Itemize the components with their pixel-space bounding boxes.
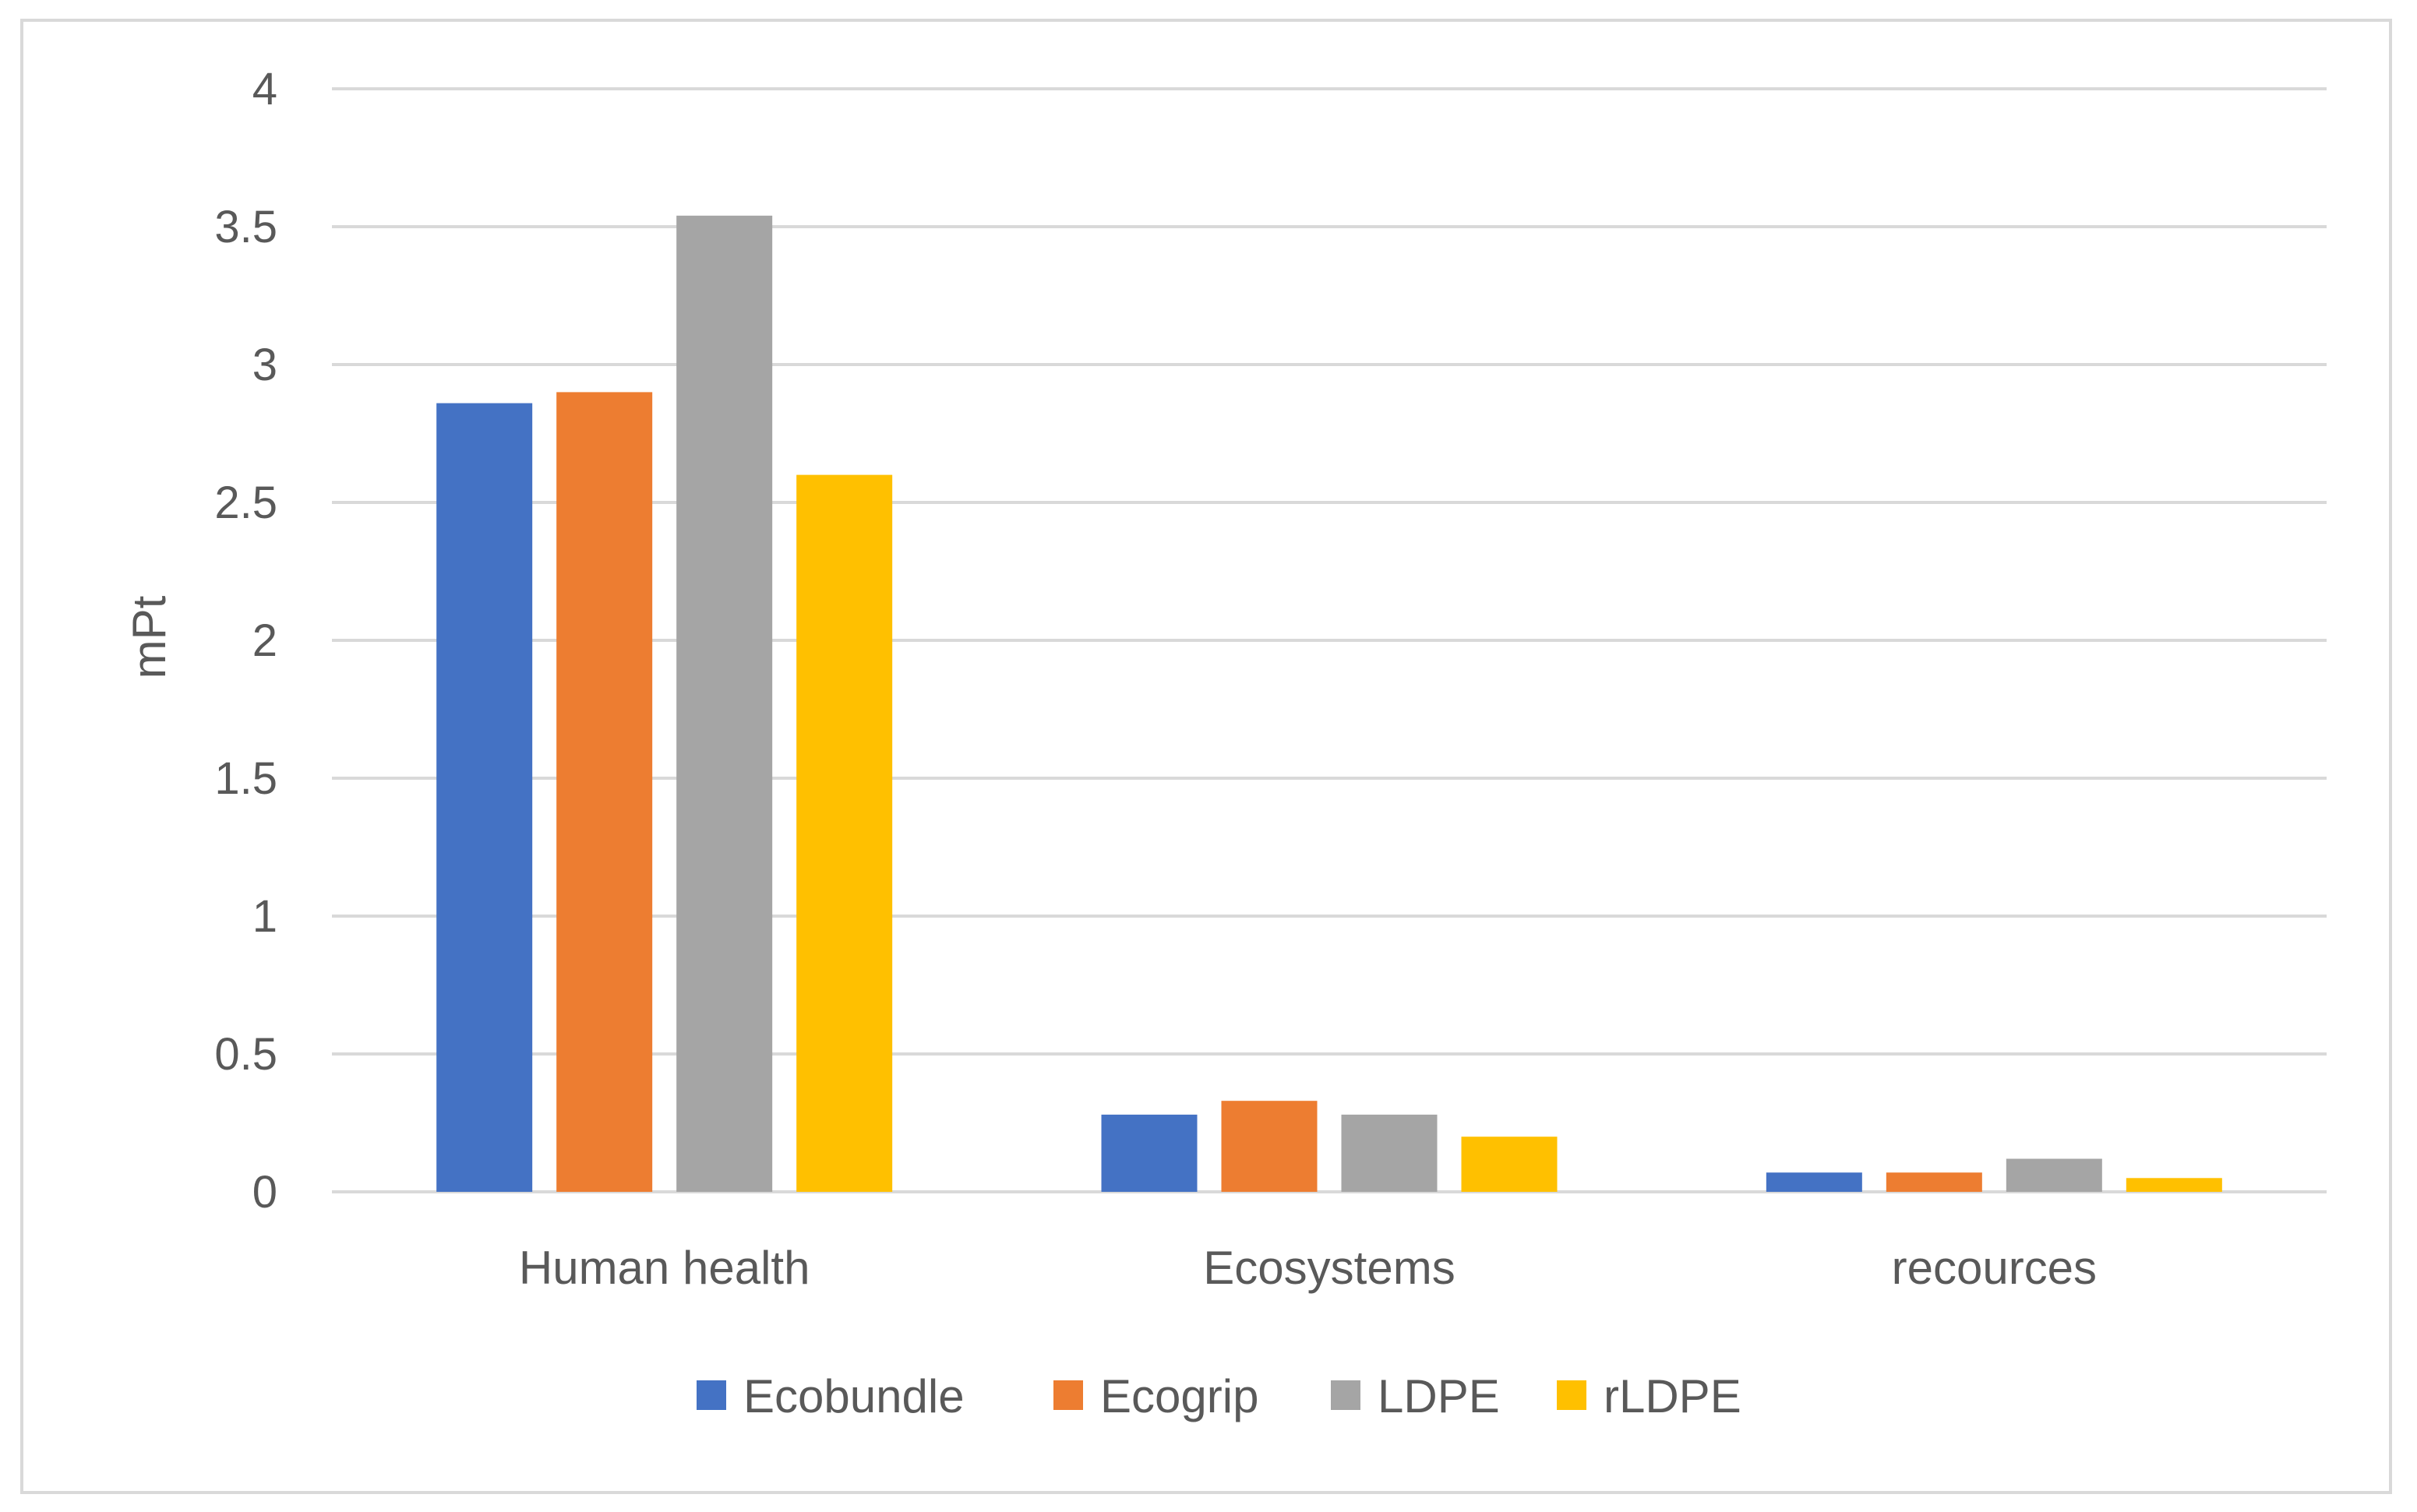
chart-frame bbox=[20, 19, 2392, 1494]
y-axis-title: mPt bbox=[123, 595, 175, 678]
gridlines bbox=[332, 87, 2327, 1193]
bar-ldpe-0 bbox=[676, 215, 773, 1193]
bar-ecobundle-1 bbox=[1101, 1114, 1198, 1192]
legend: Ecobundle Ecogrip LDPE rLDPE bbox=[697, 1370, 1741, 1422]
legend-swatch-rldpe bbox=[1557, 1380, 1586, 1410]
y-tick-label: 2 bbox=[252, 615, 277, 666]
bar-ecogrip-2 bbox=[1886, 1172, 1982, 1192]
y-tick-label: 1 bbox=[252, 891, 277, 942]
legend-swatch-ecobundle bbox=[697, 1380, 726, 1410]
legend-label-ldpe: LDPE bbox=[1378, 1370, 1500, 1422]
bar-ecogrip-1 bbox=[1221, 1101, 1318, 1192]
y-tick-label: 1.5 bbox=[214, 753, 277, 804]
legend-swatch-ecogrip bbox=[1053, 1380, 1083, 1410]
y-axis-tick-labels: 0 0.5 1 1.5 2 2.5 3 3.5 4 bbox=[214, 64, 277, 1218]
bar-ecobundle-2 bbox=[1766, 1172, 1862, 1192]
x-category-label: Human health bbox=[519, 1242, 810, 1294]
y-tick-label: 4 bbox=[252, 64, 277, 115]
legend-swatch-ldpe bbox=[1331, 1380, 1360, 1410]
y-tick-label: 3.5 bbox=[214, 202, 277, 252]
bar-ldpe-2 bbox=[2006, 1158, 2102, 1192]
legend-label-ecogrip: Ecogrip bbox=[1100, 1370, 1258, 1422]
y-tick-label: 0.5 bbox=[214, 1029, 277, 1080]
bar-ecobundle-0 bbox=[436, 403, 533, 1192]
y-tick-label: 2.5 bbox=[214, 478, 277, 528]
legend-label-rldpe: rLDPE bbox=[1604, 1370, 1741, 1422]
y-tick-label: 0 bbox=[252, 1167, 277, 1218]
x-category-label: recources bbox=[1892, 1242, 2097, 1294]
bar-ldpe-1 bbox=[1341, 1114, 1438, 1192]
bar-rldpe-1 bbox=[1461, 1137, 1558, 1192]
y-tick-label: 3 bbox=[252, 340, 277, 390]
x-category-label: Ecosystems bbox=[1203, 1242, 1455, 1294]
bar-ecogrip-0 bbox=[556, 392, 653, 1192]
bars bbox=[436, 215, 2222, 1193]
bar-rldpe-0 bbox=[796, 474, 893, 1192]
bar-rldpe-2 bbox=[2126, 1178, 2222, 1192]
legend-label-ecobundle: Ecobundle bbox=[743, 1370, 965, 1422]
x-axis-category-labels: Human health Ecosystems recources bbox=[519, 1242, 2097, 1294]
